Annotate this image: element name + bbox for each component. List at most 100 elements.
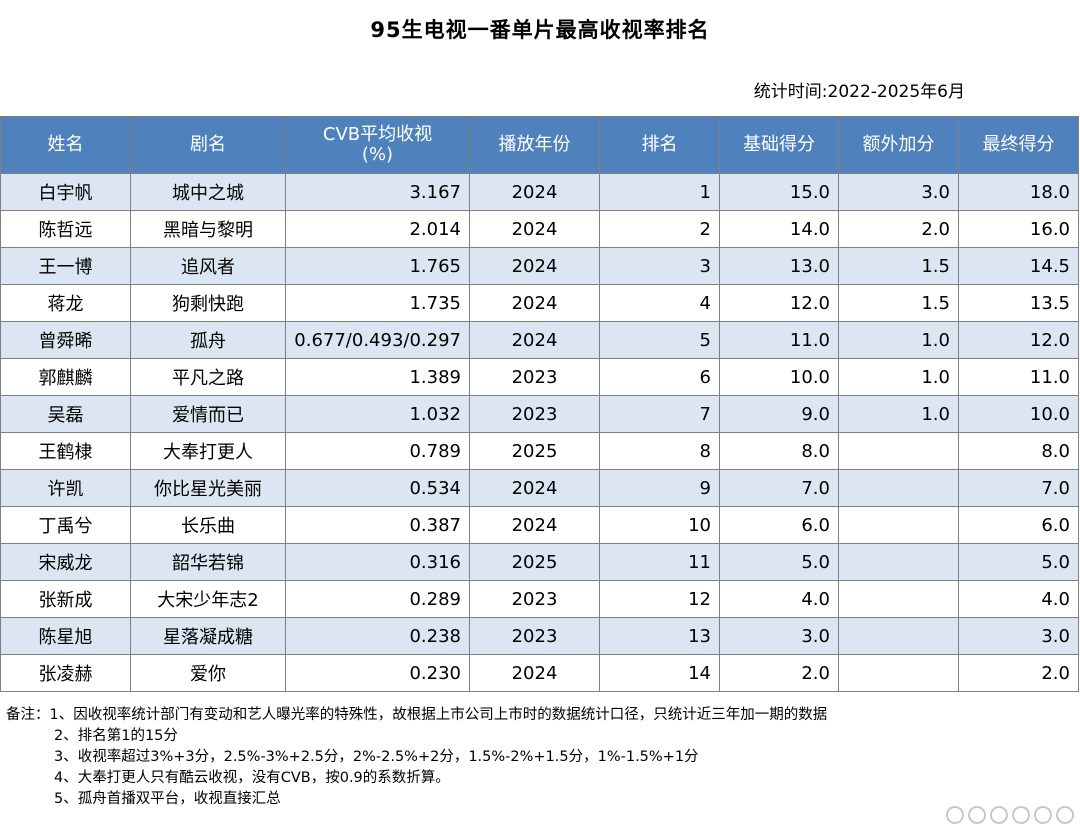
cell-base: 3.0 bbox=[719, 617, 839, 655]
cell-year: 2024 bbox=[469, 654, 600, 692]
cell-year: 2023 bbox=[469, 617, 600, 655]
cell-final: 5.0 bbox=[958, 543, 1079, 581]
cell-final: 14.5 bbox=[958, 247, 1079, 285]
col-header-cvb: CVB平均收视 (%) bbox=[285, 116, 470, 174]
table-row: 张凌赫 爱你 0.230 2024 14 2.0 2.0 bbox=[0, 654, 1079, 692]
cell-final: 10.0 bbox=[958, 395, 1079, 433]
cell-year: 2025 bbox=[469, 432, 600, 470]
cell-base: 4.0 bbox=[719, 580, 839, 618]
cell-final: 4.0 bbox=[958, 580, 1079, 618]
cell-rank: 3 bbox=[599, 247, 720, 285]
note-line: 4、大奉打更人只有酷云收视，没有CVB，按0.9的系数折算。 bbox=[54, 770, 450, 786]
col-header-base: 基础得分 bbox=[719, 116, 839, 174]
cell-extra: 1.0 bbox=[838, 358, 959, 396]
cell-year: 2024 bbox=[469, 469, 600, 507]
col-header-name: 姓名 bbox=[0, 116, 131, 174]
cell-rank: 12 bbox=[599, 580, 720, 618]
dot-icon bbox=[1012, 806, 1030, 824]
cell-drama: 追风者 bbox=[130, 247, 286, 285]
note-line: 3、收视率超过3%+3分，2.5%-3%+2.5分，2%-2.5%+2分，1.5… bbox=[54, 749, 699, 765]
col-header-extra: 额外加分 bbox=[838, 116, 959, 174]
cell-base: 13.0 bbox=[719, 247, 839, 285]
cell-name: 白宇帆 bbox=[0, 173, 131, 211]
cell-year: 2024 bbox=[469, 210, 600, 248]
cell-final: 12.0 bbox=[958, 321, 1079, 359]
col-header-rank: 排名 bbox=[599, 116, 720, 174]
table-row: 吴磊 爱情而已 1.032 2023 7 9.0 1.0 10.0 bbox=[0, 395, 1079, 433]
dot-icon bbox=[946, 806, 964, 824]
table-row: 曾舜晞 孤舟 0.677/0.493/0.297 2024 5 11.0 1.0 12.0 bbox=[0, 321, 1079, 359]
cell-cvb: 0.677/0.493/0.297 bbox=[285, 321, 470, 359]
cell-extra: 3.0 bbox=[838, 173, 959, 211]
cell-base: 15.0 bbox=[719, 173, 839, 211]
cell-base: 2.0 bbox=[719, 654, 839, 692]
cell-extra bbox=[838, 469, 959, 507]
cell-rank: 8 bbox=[599, 432, 720, 470]
cell-name: 陈星旭 bbox=[0, 617, 131, 655]
cell-name: 宋威龙 bbox=[0, 543, 131, 581]
table-header-row: 姓名 剧名 CVB平均收视 (%) 播放年份 排名 基础得分 额外加分 最终得分 bbox=[0, 116, 1079, 174]
cell-base: 9.0 bbox=[719, 395, 839, 433]
cell-cvb: 0.230 bbox=[285, 654, 470, 692]
cell-name: 许凯 bbox=[0, 469, 131, 507]
table-row: 丁禹兮 长乐曲 0.387 2024 10 6.0 6.0 bbox=[0, 506, 1079, 544]
cell-name: 蒋龙 bbox=[0, 284, 131, 322]
cell-cvb: 0.534 bbox=[285, 469, 470, 507]
cell-drama: 你比星光美丽 bbox=[130, 469, 286, 507]
notes: 备注：1、因收视率统计部门有变动和艺人曝光率的特殊性，故根据上市公司上市时的数据… bbox=[6, 705, 827, 810]
cell-cvb: 0.387 bbox=[285, 506, 470, 544]
cell-cvb: 1.389 bbox=[285, 358, 470, 396]
stat-time: 统计时间:2022-2025年6月 bbox=[753, 82, 965, 102]
cell-year: 2023 bbox=[469, 395, 600, 433]
cell-final: 7.0 bbox=[958, 469, 1079, 507]
cell-cvb: 0.789 bbox=[285, 432, 470, 470]
cell-base: 14.0 bbox=[719, 210, 839, 248]
cell-name: 陈哲远 bbox=[0, 210, 131, 248]
cell-rank: 14 bbox=[599, 654, 720, 692]
cell-year: 2024 bbox=[469, 506, 600, 544]
cell-name: 吴磊 bbox=[0, 395, 131, 433]
table-row: 王一博 追风者 1.765 2024 3 13.0 1.5 14.5 bbox=[0, 247, 1079, 285]
table-row: 张新成 大宋少年志2 0.289 2023 12 4.0 4.0 bbox=[0, 580, 1079, 618]
note-line: 备注：1、因收视率统计部门有变动和艺人曝光率的特殊性，故根据上市公司上市时的数据… bbox=[6, 707, 828, 723]
cell-cvb: 1.735 bbox=[285, 284, 470, 322]
cell-year: 2024 bbox=[469, 321, 600, 359]
cell-name: 张新成 bbox=[0, 580, 131, 618]
table-row: 陈哲远 黑暗与黎明 2.014 2024 2 14.0 2.0 16.0 bbox=[0, 210, 1079, 248]
dot-icon bbox=[968, 806, 986, 824]
col-header-year: 播放年份 bbox=[469, 116, 600, 174]
cell-drama: 长乐曲 bbox=[130, 506, 286, 544]
table-row: 陈星旭 星落凝成糖 0.238 2023 13 3.0 3.0 bbox=[0, 617, 1079, 655]
cell-rank: 13 bbox=[599, 617, 720, 655]
cell-drama: 黑暗与黎明 bbox=[130, 210, 286, 248]
table-row: 郭麒麟 平凡之路 1.389 2023 6 10.0 1.0 11.0 bbox=[0, 358, 1079, 396]
page-title: 95生电视一番单片最高收视率排名 bbox=[370, 18, 710, 42]
cell-cvb: 0.316 bbox=[285, 543, 470, 581]
cell-rank: 10 bbox=[599, 506, 720, 544]
cell-extra: 2.0 bbox=[838, 210, 959, 248]
cell-year: 2023 bbox=[469, 580, 600, 618]
cell-cvb: 0.238 bbox=[285, 617, 470, 655]
cell-rank: 5 bbox=[599, 321, 720, 359]
table-row: 许凯 你比星光美丽 0.534 2024 9 7.0 7.0 bbox=[0, 469, 1079, 507]
cell-final: 6.0 bbox=[958, 506, 1079, 544]
cell-name: 张凌赫 bbox=[0, 654, 131, 692]
cell-cvb: 0.289 bbox=[285, 580, 470, 618]
cell-extra: 1.0 bbox=[838, 321, 959, 359]
note-line: 5、孤舟首播双平台，收视直接汇总 bbox=[54, 791, 281, 807]
cell-year: 2024 bbox=[469, 247, 600, 285]
dot-icon bbox=[990, 806, 1008, 824]
cell-drama: 城中之城 bbox=[130, 173, 286, 211]
cell-extra: 1.5 bbox=[838, 247, 959, 285]
cell-drama: 爱情而已 bbox=[130, 395, 286, 433]
cell-final: 16.0 bbox=[958, 210, 1079, 248]
cell-final: 2.0 bbox=[958, 654, 1079, 692]
cell-cvb: 1.032 bbox=[285, 395, 470, 433]
cell-final: 13.5 bbox=[958, 284, 1079, 322]
cell-year: 2023 bbox=[469, 358, 600, 396]
cell-name: 曾舜晞 bbox=[0, 321, 131, 359]
cell-name: 丁禹兮 bbox=[0, 506, 131, 544]
cell-extra bbox=[838, 506, 959, 544]
cell-extra bbox=[838, 543, 959, 581]
dot-icon bbox=[1034, 806, 1052, 824]
